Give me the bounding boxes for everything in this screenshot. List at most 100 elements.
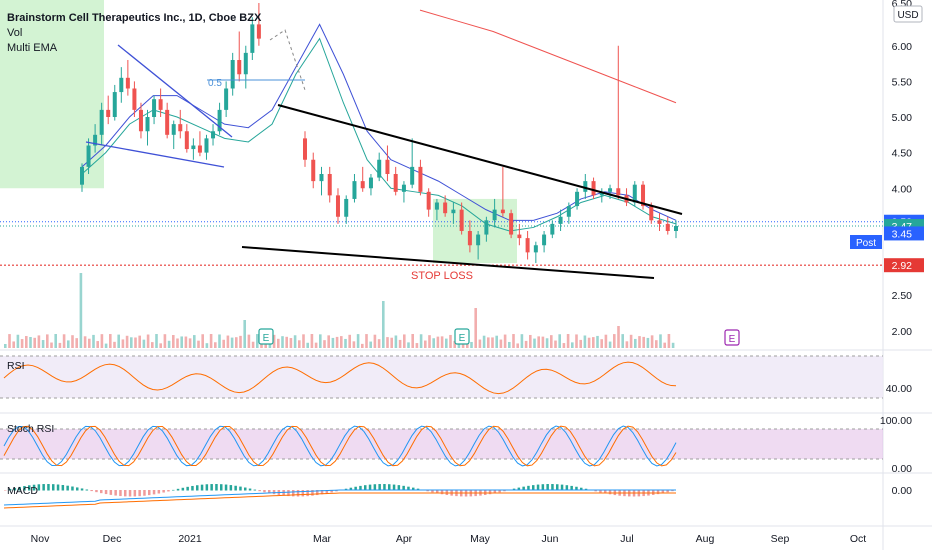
candle-body-39: [393, 174, 398, 192]
volume-bar-147: [621, 334, 624, 348]
macd-hist-108: [522, 486, 525, 491]
wedge-lower: [85, 141, 225, 168]
volume-bar-111: [470, 341, 473, 348]
macd-hist-117: [565, 485, 569, 491]
y-tick-label-5: 2.50: [892, 290, 913, 302]
macd-hist-26: [128, 490, 132, 497]
volume-bar-15: [67, 340, 70, 348]
macd-hist-44: [215, 484, 218, 491]
volume-bar-86: [365, 334, 368, 348]
volume-bar-46: [197, 340, 200, 348]
macd-hist-1: [8, 488, 12, 491]
macd-hist-65: [316, 490, 319, 496]
volume-bar-136: [575, 334, 578, 348]
earnings-marker-3[interactable]: E: [724, 329, 740, 346]
stoch-tick-top: 100.00: [880, 415, 912, 427]
volume-bar-52: [222, 339, 225, 348]
candle-body-55: [525, 238, 530, 253]
volume-bar-120: [508, 341, 511, 348]
volume-bar-48: [205, 343, 209, 348]
candle-body-73: [674, 226, 678, 231]
trendline-lower: [241, 246, 655, 279]
volume-bar-57: [243, 320, 246, 348]
stop-loss-label: STOP LOSS: [411, 270, 473, 282]
volume-bar-96: [407, 342, 410, 348]
volume-bar-70: [298, 340, 301, 348]
candle-body-29: [311, 159, 316, 182]
candle-body-25: [243, 52, 248, 75]
y-tick-label-4: 4.00: [892, 183, 913, 195]
post-badge: [850, 235, 882, 249]
stoch-band: [0, 429, 883, 459]
candle-body-54: [517, 234, 522, 239]
macd-title: MACD: [7, 485, 38, 497]
volume-bar-66: [281, 336, 284, 348]
macd-hist-72: [349, 487, 353, 491]
fib-level-label: 0.5: [208, 78, 222, 89]
volume-bar-59: [251, 341, 255, 348]
volume-bar-65: [277, 338, 280, 348]
volume-bar-95: [403, 334, 406, 348]
macd-hist-101: [488, 490, 492, 495]
volume-bar-41: [176, 338, 179, 348]
rsi-line: [3, 361, 677, 395]
candle-body-3: [99, 109, 104, 135]
macd-hist-137: [661, 490, 665, 494]
macd-hist-2: [13, 487, 17, 491]
macd-hist-0: [4, 490, 7, 491]
volume-bar-131: [554, 340, 557, 348]
volume-bar-137: [579, 339, 582, 348]
macd-hist-25: [124, 490, 127, 497]
candle-body-21: [217, 109, 222, 132]
candle-body-17: [191, 145, 196, 150]
volume-bar-23: [100, 334, 104, 348]
earnings-marker-2[interactable]: E: [454, 328, 470, 345]
volume-bar-25: [109, 334, 112, 348]
macd-hist-73: [354, 486, 357, 491]
volume-bar-97: [411, 334, 414, 348]
macd-hist-59: [287, 490, 290, 497]
volume-bar-53: [226, 335, 230, 348]
macd-line: [3, 489, 676, 506]
volume-bar-149: [629, 334, 633, 348]
volume-bar-64: [272, 334, 276, 348]
volume-bar-148: [625, 341, 629, 348]
candle-body-30: [319, 174, 324, 182]
candle-body-62: [583, 181, 588, 192]
candle-body-63: [591, 181, 596, 196]
candle-body-20: [211, 131, 216, 139]
rsi-tick: 40.00: [886, 383, 912, 395]
candle-body-12: [158, 99, 163, 110]
volume-bar-144: [608, 341, 612, 348]
volume-bar-43: [184, 336, 188, 348]
candle-body-9: [138, 109, 143, 132]
indicator-vol-label[interactable]: Vol: [7, 27, 22, 39]
candle-body-40: [401, 184, 406, 192]
volume-bar-50: [214, 342, 217, 348]
volume-bar-143: [604, 334, 608, 348]
x-tick-label-6: Jun: [542, 533, 559, 545]
volume-bar-39: [167, 340, 171, 348]
x-tick-label-10: Oct: [850, 533, 866, 545]
indicator-ema-label[interactable]: Multi EMA: [7, 42, 58, 54]
candle-body-33: [344, 198, 349, 217]
currency-badge[interactable]: [893, 5, 923, 23]
earnings-marker-1[interactable]: E: [258, 328, 274, 345]
macd-hist-91: [440, 490, 444, 495]
x-tick-label-5: May: [470, 533, 491, 545]
macd-hist-35: [172, 489, 175, 491]
volume-bar-103: [436, 336, 440, 348]
macd-hist-103: [498, 490, 501, 493]
macd-hist-22: [109, 490, 113, 495]
macd-hist-89: [431, 490, 434, 493]
volume-bar-119: [503, 334, 507, 348]
macd-hist-69: [335, 490, 338, 492]
price-label-2: 3.45: [892, 228, 913, 240]
volume-bar-76: [323, 340, 326, 348]
volume-bar-14: [62, 334, 66, 348]
macd-hist-102: [493, 490, 497, 494]
macd-hist-55: [268, 490, 271, 494]
volume-bar-12: [54, 334, 57, 348]
